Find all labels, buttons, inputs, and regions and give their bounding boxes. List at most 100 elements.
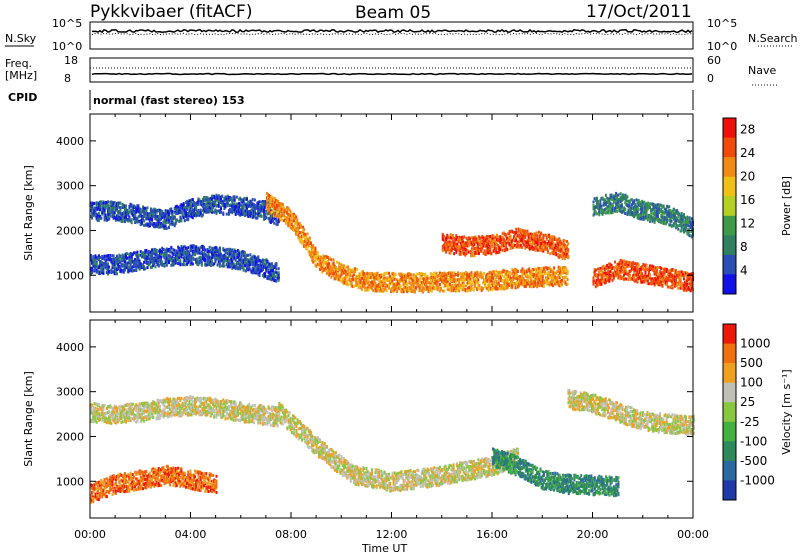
heatmap-cell	[222, 261, 225, 265]
heatmap-cell	[108, 265, 111, 269]
heatmap-cell	[258, 205, 261, 209]
heatmap-cell	[480, 249, 483, 253]
heatmap-cell	[94, 254, 97, 258]
heatmap-cell	[157, 259, 160, 263]
heatmap-cell	[93, 206, 96, 210]
heatmap-cell	[160, 252, 163, 256]
heatmap-cell	[123, 253, 126, 257]
heatmap-cell	[189, 258, 192, 262]
heatmap-cell	[352, 284, 355, 288]
heatmap-cell	[187, 250, 190, 254]
heatmap-cell	[134, 251, 137, 255]
heatmap-cell	[118, 217, 121, 221]
heatmap-cell	[229, 210, 232, 214]
heatmap-cell	[139, 262, 142, 266]
heatmap-cell	[116, 259, 118, 263]
heatmap-cell	[94, 258, 97, 262]
heatmap-cell	[143, 265, 146, 269]
heatmap-cell	[440, 286, 442, 290]
heatmap-cell	[270, 219, 273, 222]
heatmap-cell	[107, 257, 109, 261]
heatmap-cell	[126, 264, 129, 267]
heatmap-cell	[175, 204, 178, 208]
heatmap-cell	[121, 264, 124, 268]
heatmap-cell	[94, 214, 97, 218]
heatmap-cell	[376, 271, 379, 275]
heatmap-cell	[170, 245, 173, 249]
heatmap-cell	[242, 206, 245, 210]
heatmap-cell	[221, 255, 224, 259]
heatmap-cell	[483, 271, 485, 275]
heatmap-cell	[206, 206, 209, 210]
heatmap-cell	[201, 248, 204, 251]
heatmap-cell	[204, 207, 207, 211]
heatmap-cell	[154, 257, 157, 261]
heatmap-cell	[151, 259, 154, 263]
heatmap-cell	[130, 266, 133, 270]
heatmap-cell	[153, 222, 156, 225]
heatmap-cell	[247, 253, 250, 257]
heatmap-cell	[118, 265, 121, 268]
heatmap-cell	[140, 251, 143, 255]
heatmap-cell	[215, 253, 218, 257]
heatmap-cell	[139, 253, 142, 257]
heatmap-cell	[164, 219, 167, 223]
heatmap-cell	[142, 209, 144, 213]
heatmap-cell	[207, 262, 210, 266]
heatmap-cell	[316, 250, 319, 254]
heatmap-cell	[160, 222, 163, 225]
heatmap-cell	[136, 264, 139, 268]
heatmap-cell	[175, 249, 178, 253]
heatmap-cell	[102, 269, 105, 273]
heatmap-cell	[367, 288, 370, 292]
heatmap-cell	[162, 220, 165, 224]
heatmap-cell	[233, 198, 236, 202]
heatmap-cell	[133, 269, 135, 272]
heatmap-cell	[125, 257, 127, 261]
heatmap-cell	[96, 257, 99, 261]
heatmap-cell	[162, 248, 165, 251]
heatmap-cell	[170, 211, 173, 215]
heatmap-cell	[172, 215, 175, 219]
heatmap-cell	[102, 209, 105, 213]
heatmap-cell	[91, 206, 94, 210]
heatmap-cell	[196, 201, 199, 205]
heatmap-cell	[133, 251, 135, 255]
heatmap-cell	[177, 257, 180, 261]
heatmap-cell	[155, 257, 158, 261]
heatmap-cell	[96, 207, 99, 211]
heatmap-cell	[169, 254, 172, 258]
heatmap-cell	[144, 253, 147, 257]
heatmap-cell	[275, 262, 278, 265]
heatmap-cell	[229, 196, 232, 199]
heatmap-cell	[423, 287, 425, 291]
heatmap-cell	[95, 212, 98, 216]
heatmap-cell	[170, 221, 173, 225]
heatmap-cell	[195, 258, 198, 262]
heatmap-cell	[174, 261, 177, 265]
heatmap-cell	[247, 200, 250, 204]
heatmap-cell	[190, 256, 193, 260]
heatmap-cell	[260, 200, 263, 204]
heatmap-cell	[188, 202, 191, 206]
heatmap-cell	[227, 263, 230, 267]
heatmap-cell	[138, 219, 141, 223]
heatmap-cell	[222, 211, 225, 215]
heatmap-cell	[214, 250, 217, 254]
heatmap-cell	[257, 201, 260, 205]
heatmap-cell	[171, 251, 174, 255]
heatmap-cell	[123, 214, 126, 218]
heatmap-cell	[191, 256, 194, 260]
heatmap-cell	[477, 278, 480, 282]
heatmap-cell	[261, 209, 264, 213]
heatmap-cell	[244, 213, 247, 217]
heatmap-cell	[165, 247, 168, 251]
heatmap-cell	[178, 251, 181, 254]
heatmap-cell	[217, 204, 220, 208]
heatmap-cell	[119, 260, 122, 264]
heatmap-cell	[200, 262, 203, 266]
heatmap-cell	[157, 254, 160, 258]
heatmap-cell	[120, 257, 123, 261]
heatmap-cell	[263, 205, 265, 209]
heatmap-cell	[153, 214, 156, 218]
